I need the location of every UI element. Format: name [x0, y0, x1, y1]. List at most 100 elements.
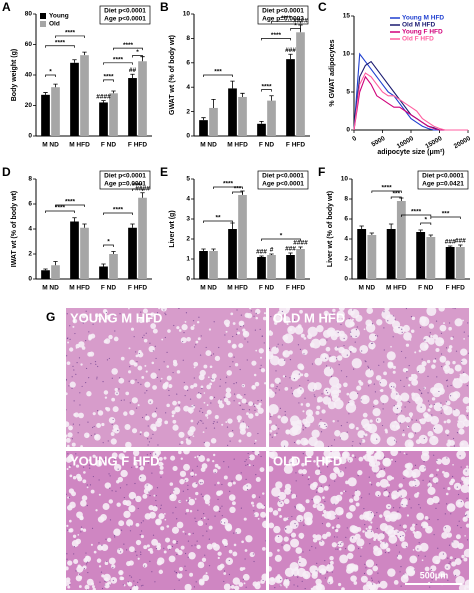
nucleus	[435, 320, 438, 322]
vacuole	[284, 525, 293, 534]
nucleus	[415, 419, 418, 421]
nucleus	[329, 355, 331, 357]
vacuole	[395, 425, 401, 430]
vacuole	[443, 524, 452, 533]
y-tick-label: 2	[186, 108, 190, 115]
nucleus	[233, 382, 235, 385]
vacuole	[147, 548, 151, 552]
vacuole	[67, 432, 73, 438]
vacuole	[303, 337, 307, 340]
vacuole	[217, 399, 223, 405]
nucleus	[114, 536, 116, 538]
vacuole	[419, 542, 429, 552]
nucleus	[397, 531, 399, 533]
histology-image: OLD F HFD	[269, 451, 469, 590]
vacuole	[258, 402, 262, 406]
nucleus	[173, 489, 175, 491]
nucleus	[66, 355, 68, 357]
nucleus	[78, 424, 81, 426]
vacuole	[131, 428, 138, 434]
vacuole	[379, 541, 388, 550]
error-bar	[259, 255, 264, 257]
nucleus	[213, 421, 215, 423]
nucleus	[172, 512, 174, 514]
nucleus	[88, 331, 90, 333]
bar	[396, 201, 406, 279]
nucleus	[417, 555, 420, 557]
nucleus	[134, 482, 136, 485]
nucleus	[140, 585, 143, 587]
nucleus	[401, 328, 403, 330]
vacuole	[172, 487, 181, 495]
bracket	[132, 188, 143, 191]
nucleus	[378, 364, 380, 366]
vacuole	[317, 465, 320, 468]
nucleus	[289, 579, 291, 581]
nucleus	[229, 490, 231, 492]
error-bar	[418, 229, 423, 232]
nucleus	[250, 310, 252, 312]
vacuole	[301, 469, 307, 475]
vacuole	[269, 551, 273, 557]
vacuole	[135, 354, 139, 358]
nucleus	[339, 437, 341, 439]
vacuole	[249, 308, 252, 310]
significance-mark: *	[49, 69, 52, 76]
nucleus	[291, 393, 294, 395]
vacuole	[444, 429, 450, 435]
vacuole	[282, 375, 286, 378]
vacuole	[111, 397, 116, 402]
bar	[209, 107, 218, 136]
nucleus	[295, 495, 298, 497]
bracket	[132, 55, 143, 58]
vacuole	[422, 321, 426, 325]
nucleus	[210, 354, 212, 356]
vacuole	[315, 578, 322, 586]
nucleus	[320, 540, 322, 542]
vacuole	[225, 524, 233, 532]
vacuole	[322, 458, 328, 464]
bar	[80, 227, 89, 279]
vacuole	[123, 451, 127, 453]
vacuole	[405, 462, 413, 470]
nucleus	[67, 529, 69, 531]
nucleus	[437, 547, 439, 549]
vacuole	[128, 505, 136, 513]
nucleus	[207, 518, 209, 520]
nucleus	[75, 570, 77, 572]
vacuole	[67, 560, 73, 566]
vacuole	[193, 383, 198, 388]
vacuole	[66, 392, 68, 396]
nucleus	[438, 390, 440, 393]
vacuole	[212, 468, 218, 474]
vacuole	[424, 344, 429, 349]
vacuole	[446, 503, 456, 512]
vacuole	[277, 549, 280, 552]
nucleus	[448, 562, 450, 564]
bar	[445, 247, 455, 279]
bar	[386, 229, 396, 279]
nucleus	[175, 572, 177, 574]
vacuole	[173, 361, 178, 367]
vacuole	[449, 440, 455, 446]
vacuole	[258, 348, 264, 354]
significance-mark: #	[270, 247, 274, 254]
vacuole	[379, 478, 389, 488]
nucleus	[113, 314, 115, 316]
vacuole	[408, 434, 413, 439]
vacuole	[367, 379, 372, 384]
stats-text: Age p<0.0001	[262, 181, 304, 188]
vacuole	[337, 397, 341, 401]
vacuole	[283, 578, 290, 585]
nucleus	[179, 500, 181, 502]
nucleus	[210, 378, 212, 380]
nucleus	[346, 354, 348, 356]
vacuole	[316, 405, 321, 410]
vacuole	[214, 415, 219, 420]
vacuole	[358, 379, 362, 384]
nucleus	[408, 498, 411, 500]
nucleus	[456, 431, 459, 434]
vacuole	[323, 509, 327, 514]
vacuole	[282, 334, 289, 341]
vacuole	[149, 550, 154, 554]
